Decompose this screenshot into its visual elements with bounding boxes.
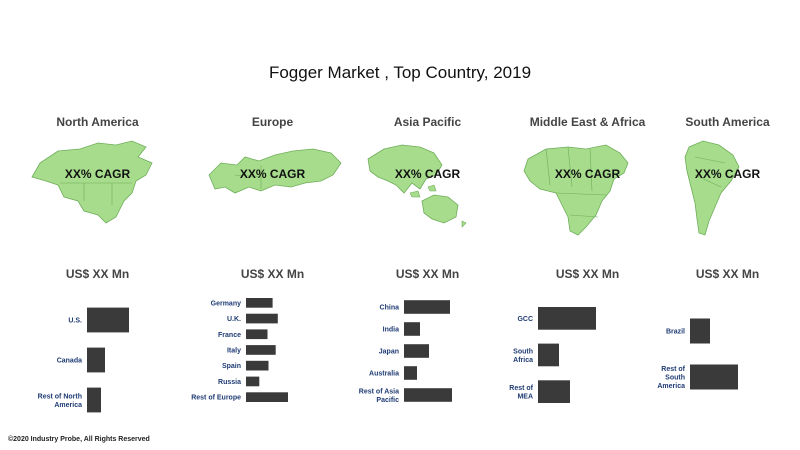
unit-label: US$ XX Mn <box>695 267 760 281</box>
bar <box>246 360 269 371</box>
bar <box>404 366 417 380</box>
cagr-label: XX% CAGR <box>64 167 131 181</box>
unit-label: US$ XX Mn <box>240 267 305 281</box>
south-america-shape <box>684 140 740 236</box>
category-label: Japan <box>379 349 399 356</box>
north-america-map <box>31 140 153 224</box>
bar <box>246 345 276 355</box>
bar <box>404 344 429 358</box>
bar <box>87 387 101 413</box>
chart-title: Fogger Market , Top Country, 2019 <box>268 63 532 82</box>
category-label: Russia <box>218 379 241 386</box>
category-label: Rest of South America <box>657 366 685 390</box>
asia-pacific-map <box>367 144 467 228</box>
unit-label: US$ XX Mn <box>555 267 620 281</box>
category-label: Australia <box>369 371 399 378</box>
bar <box>404 300 450 314</box>
category-label: Rest of MEA <box>509 385 533 401</box>
asia-pacific-shape <box>367 144 443 194</box>
region-middle-east-africa: Middle East & Africa XX% CAGR US$ XX Mn … <box>509 0 665 450</box>
bar <box>246 313 278 324</box>
category-label: China <box>380 305 400 312</box>
bar <box>246 376 260 387</box>
bar <box>404 322 420 336</box>
category-label: Canada <box>57 358 82 365</box>
bar <box>538 307 596 330</box>
europe-map <box>208 148 342 194</box>
region-north-america: North America XX% CAGR US$ XX Mn U.S. Can… <box>20 0 175 450</box>
cagr-label: XX% CAGR <box>694 167 761 181</box>
region-asia-pacific: Asia Pacific XX% CAGR US$ XX Mn China Ind… <box>350 0 505 450</box>
category-label: U.S. <box>68 318 82 325</box>
unit-label: US$ XX Mn <box>65 267 130 281</box>
middle-east-africa-shape <box>523 144 629 236</box>
category-label: Rest of Europe <box>191 395 241 402</box>
category-label: GCC <box>517 316 533 323</box>
middle-east-africa-bar-chart: GCC South Africa Rest of MEA <box>509 307 596 403</box>
middle-east-africa-map <box>523 144 629 236</box>
bar <box>538 343 559 367</box>
asia-pacific-bar-chart: China India Japan Australia Rest of Asia Paci… <box>359 300 452 404</box>
region-name: Europe <box>251 115 294 129</box>
bar <box>404 388 452 402</box>
south-america-map <box>684 140 740 236</box>
category-label: Brazil <box>666 329 685 336</box>
category-label: France <box>218 332 241 339</box>
region-name: North America <box>56 115 139 129</box>
category-label: Spain <box>222 363 241 370</box>
cagr-label: XX% CAGR <box>554 167 621 181</box>
unit-label: US$ XX Mn <box>395 267 460 281</box>
bar <box>87 347 105 373</box>
europe-shape <box>208 148 342 194</box>
bar <box>538 380 570 403</box>
bar <box>246 392 288 402</box>
north-america-bar-chart: U.S. Canada Rest of North America <box>38 307 129 413</box>
region-name: Asia Pacific <box>393 115 462 129</box>
south-america-bar-chart: Brazil Rest of South America <box>657 318 738 390</box>
category-label: South Africa <box>513 348 533 364</box>
bar <box>87 307 129 333</box>
category-label: Germany <box>211 300 241 307</box>
category-label: Rest of Asia Pacific <box>359 388 399 404</box>
region-south-america: South America XX% CAGR US$ XX Mn Brazil R… <box>657 0 790 450</box>
cagr-label: XX% CAGR <box>239 167 306 181</box>
bar <box>690 364 738 390</box>
region-name: South America <box>685 115 770 129</box>
bar <box>246 298 273 308</box>
europe-bar-chart: Germany U.K. France Italy Spain Russia Rest of… <box>191 298 288 402</box>
category-label: Rest of North America <box>38 393 82 409</box>
bar <box>690 318 710 344</box>
region-name: Middle East & Africa <box>529 115 646 129</box>
north-america-shape <box>31 140 153 224</box>
copyright-footer: ©2020 Industry Probe, All Rights Reserve… <box>8 436 150 443</box>
region-europe: Europe XX% CAGR US$ XX Mn Germany U.K. Fra… <box>191 0 350 450</box>
category-label: U.K. <box>227 316 241 323</box>
category-label: Italy <box>227 348 241 355</box>
cagr-label: XX% CAGR <box>394 167 461 181</box>
bar <box>246 329 268 340</box>
category-label: India <box>383 327 399 334</box>
